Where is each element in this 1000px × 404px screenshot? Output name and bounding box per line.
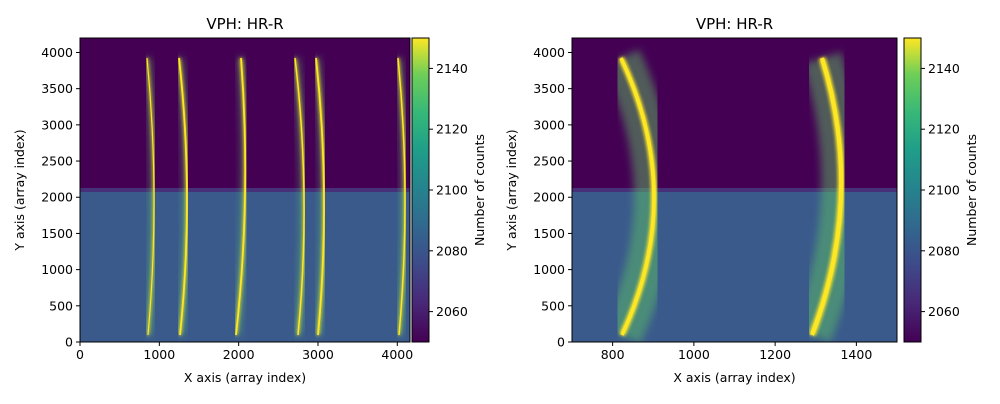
axes-frame xyxy=(79,37,411,343)
x-tick-label: 1000 xyxy=(143,347,175,362)
x-tick-label: 1200 xyxy=(759,347,791,362)
y-tick-label: 3000 xyxy=(41,117,73,132)
colorbar-tick-label: 2060 xyxy=(436,304,468,319)
heatmap-image xyxy=(572,38,897,342)
heatmap-panel: 800 1000 1200 1400 0 500 1000 1500 2000 2500 3000 3… xyxy=(504,15,979,385)
x-tick-label: 3000 xyxy=(302,347,334,362)
x-axis-label: X axis (array index) xyxy=(184,370,306,385)
colorbar xyxy=(903,37,922,343)
y-tick-label: 2500 xyxy=(533,154,565,169)
heatmap-panel: 0 1000 2000 3000 4000 0 500 1000 1500 2000 2500 300… xyxy=(12,15,487,385)
y-axis-label: Y axis (array index) xyxy=(504,129,519,251)
colorbar-tick-label: 2140 xyxy=(928,61,960,76)
chart-title: VPH: HR-R xyxy=(206,15,283,33)
y-tick-label: 2000 xyxy=(41,190,73,205)
y-tick-label: 1500 xyxy=(41,226,73,241)
colorbar-tick-label: 2080 xyxy=(928,243,960,258)
colorbar-tick-label: 2120 xyxy=(928,122,960,137)
x-tick-label: 2000 xyxy=(223,347,255,362)
x-tick-label: 1400 xyxy=(840,347,872,362)
colorbar-label: Number of counts xyxy=(472,134,487,246)
y-tick-label: 0 xyxy=(65,335,73,350)
heatmap-image xyxy=(80,38,410,342)
y-tick-label: 4000 xyxy=(533,45,565,60)
colorbar xyxy=(411,37,430,343)
spectral-core xyxy=(315,57,325,336)
axes-frame xyxy=(571,37,898,343)
colorbar-tick-label: 2100 xyxy=(928,183,960,198)
spectral-core xyxy=(178,57,188,336)
y-tick-label: 1500 xyxy=(533,226,565,241)
colorbar-tick-label: 2080 xyxy=(436,243,468,258)
y-axis-label: Y axis (array index) xyxy=(12,129,27,251)
image-seam xyxy=(572,188,897,192)
spectral-core xyxy=(397,57,406,336)
y-tick-label: 2500 xyxy=(41,154,73,169)
colorbar-tick-label: 2140 xyxy=(436,61,468,76)
spectral-core xyxy=(810,57,844,336)
colorbar-tick-label: 2100 xyxy=(436,183,468,198)
y-tick-label: 500 xyxy=(541,298,565,313)
colorbar-tick-label: 2060 xyxy=(928,304,960,319)
x-tick-label: 800 xyxy=(601,347,625,362)
x-tick-label: 0 xyxy=(76,347,84,362)
y-tick-label: 4000 xyxy=(41,45,73,60)
y-tick-label: 1000 xyxy=(533,262,565,277)
y-tick-label: 3500 xyxy=(41,81,73,96)
y-tick-label: 2000 xyxy=(533,190,565,205)
y-tick-label: 3500 xyxy=(533,81,565,96)
x-tick-label: 1000 xyxy=(678,347,710,362)
x-tick-label: 4000 xyxy=(381,347,413,362)
y-tick-label: 500 xyxy=(49,298,73,313)
y-tick-label: 0 xyxy=(557,335,565,350)
x-axis-label: X axis (array index) xyxy=(673,370,795,385)
y-tick-label: 1000 xyxy=(41,262,73,277)
chart-title: VPH: HR-R xyxy=(696,15,773,33)
colorbar-label: Number of counts xyxy=(964,134,979,246)
spectral-core xyxy=(619,57,656,336)
spectral-core xyxy=(146,57,155,336)
colorbar-tick-label: 2120 xyxy=(436,122,468,137)
y-tick-label: 3000 xyxy=(533,117,565,132)
spectral-core xyxy=(294,57,305,336)
spectral-core xyxy=(235,57,247,336)
